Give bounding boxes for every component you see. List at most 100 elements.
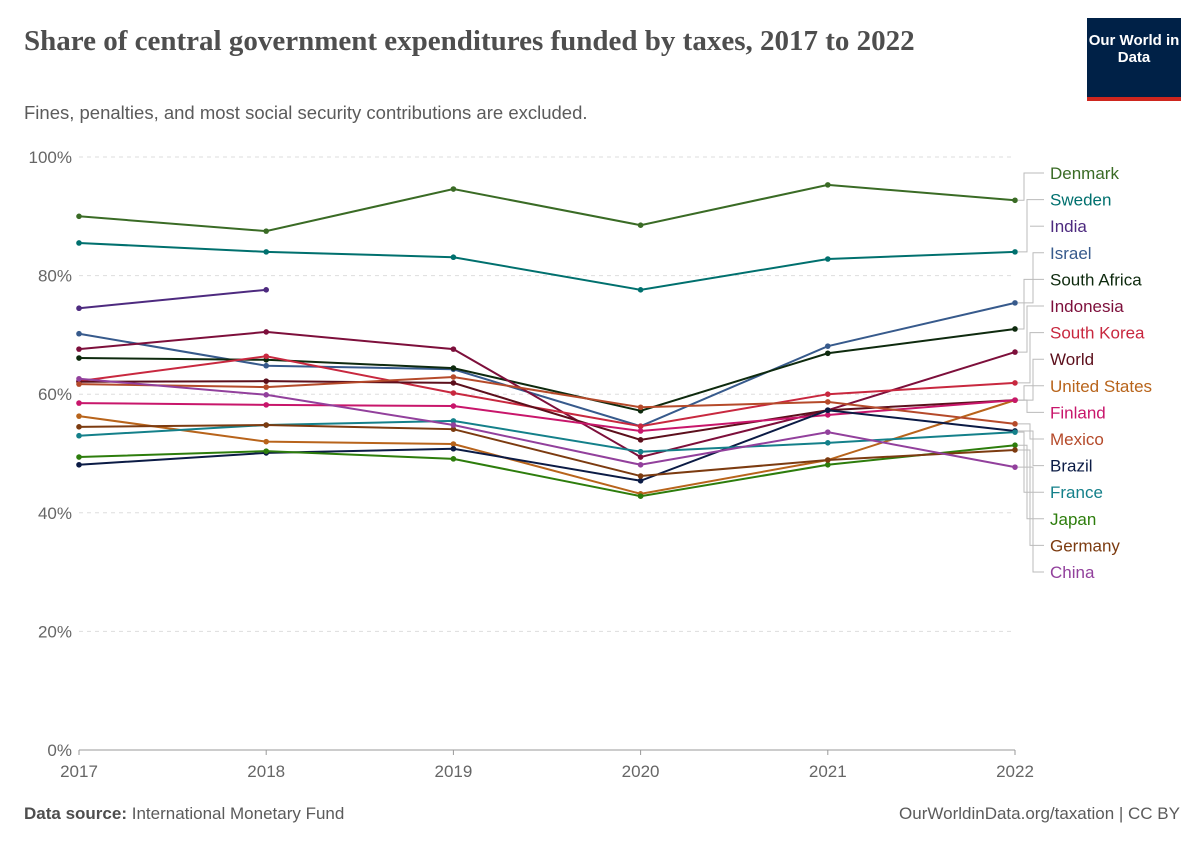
data-point bbox=[825, 350, 831, 357]
data-point bbox=[263, 228, 270, 234]
series-line-south-korea bbox=[78, 355, 1016, 428]
data-point bbox=[263, 438, 270, 445]
data-point bbox=[263, 287, 270, 293]
series-label: South Africa bbox=[1050, 270, 1142, 289]
y-tick-label: 20% bbox=[38, 622, 72, 641]
data-point bbox=[263, 249, 270, 255]
data-point bbox=[263, 329, 270, 335]
data-point bbox=[263, 422, 270, 428]
x-tick-label: 2020 bbox=[622, 762, 660, 781]
data-point bbox=[637, 493, 644, 499]
data-point bbox=[637, 428, 644, 434]
data-point bbox=[450, 426, 457, 432]
data-point bbox=[1012, 447, 1018, 453]
data-point bbox=[76, 461, 82, 468]
label-connector bbox=[1018, 399, 1044, 413]
series-label: World bbox=[1050, 350, 1094, 369]
data-point bbox=[76, 213, 82, 220]
data-point bbox=[637, 404, 644, 411]
data-point bbox=[637, 437, 644, 443]
data-point bbox=[450, 186, 457, 192]
series-line-world bbox=[78, 380, 1016, 441]
data-point bbox=[825, 461, 831, 468]
y-tick-label: 60% bbox=[38, 385, 72, 404]
data-point bbox=[1012, 300, 1018, 306]
logo-text: Our World in Data bbox=[1088, 32, 1180, 66]
data-point bbox=[450, 456, 457, 462]
data-point bbox=[450, 380, 457, 386]
label-connector bbox=[1018, 449, 1044, 546]
data-point bbox=[263, 362, 270, 369]
data-point bbox=[825, 399, 831, 405]
data-point bbox=[450, 422, 457, 428]
data-source: Data source: International Monetary Fund bbox=[24, 804, 344, 824]
data-point bbox=[76, 454, 82, 460]
data-point bbox=[637, 287, 644, 293]
data-point bbox=[263, 353, 270, 360]
label-connector bbox=[1018, 305, 1044, 353]
label-connector bbox=[1018, 199, 1044, 253]
data-point bbox=[450, 346, 457, 352]
data-point bbox=[637, 461, 644, 468]
data-point bbox=[1012, 397, 1018, 403]
label-connector bbox=[1018, 466, 1044, 573]
series-line-mexico bbox=[78, 375, 1016, 425]
data-point bbox=[637, 473, 644, 479]
data-point bbox=[637, 423, 644, 430]
data-point bbox=[450, 390, 457, 396]
series-line-brazil bbox=[78, 409, 1016, 482]
source-link[interactable]: OurWorldinData.org/taxation | CC BY bbox=[899, 804, 1180, 823]
x-tick-label: 2021 bbox=[809, 762, 847, 781]
series-label: Japan bbox=[1050, 510, 1096, 529]
series-label: Sweden bbox=[1050, 191, 1111, 210]
data-point bbox=[1012, 442, 1018, 448]
series-label: Finland bbox=[1050, 403, 1106, 422]
data-point bbox=[263, 384, 270, 390]
data-point bbox=[450, 441, 457, 447]
data-point bbox=[76, 330, 82, 337]
data-point bbox=[825, 343, 831, 349]
label-connector bbox=[1018, 172, 1044, 201]
data-point bbox=[76, 400, 82, 406]
series-label: Germany bbox=[1050, 536, 1120, 555]
data-point bbox=[76, 375, 82, 382]
series-line-france bbox=[78, 419, 1016, 453]
data-point bbox=[637, 448, 644, 455]
data-point bbox=[76, 305, 82, 312]
data-point bbox=[637, 222, 644, 228]
data-point bbox=[263, 402, 270, 408]
data-point bbox=[825, 407, 831, 414]
data-point bbox=[76, 346, 82, 352]
series-line-india bbox=[78, 288, 267, 310]
series-label: Israel bbox=[1050, 244, 1092, 263]
owid-logo[interactable]: Our World in Data bbox=[1087, 18, 1181, 101]
data-point bbox=[1012, 421, 1018, 427]
x-tick-label: 2018 bbox=[247, 762, 285, 781]
data-point bbox=[1012, 380, 1018, 386]
data-point bbox=[76, 355, 82, 361]
x-tick-label: 2019 bbox=[434, 762, 472, 781]
series-line-indonesia bbox=[78, 330, 1016, 459]
label-connector bbox=[1018, 444, 1044, 520]
chart-title: Share of central government expenditures… bbox=[24, 25, 915, 57]
series-label: India bbox=[1050, 217, 1087, 236]
data-point bbox=[825, 391, 831, 398]
data-point bbox=[825, 256, 831, 262]
label-connector bbox=[1018, 252, 1044, 304]
data-point bbox=[76, 413, 82, 419]
data-point bbox=[637, 454, 644, 460]
series-label: South Korea bbox=[1050, 324, 1145, 343]
y-tick-label: 80% bbox=[38, 267, 72, 286]
data-point bbox=[263, 448, 270, 454]
series-line-united-states bbox=[78, 399, 1016, 495]
data-point bbox=[450, 254, 457, 261]
data-point bbox=[450, 374, 457, 380]
data-point bbox=[825, 429, 831, 435]
data-point bbox=[1012, 429, 1018, 435]
data-point bbox=[76, 240, 82, 246]
x-tick-label: 2017 bbox=[60, 762, 98, 781]
data-point bbox=[1012, 349, 1018, 355]
data-point bbox=[1012, 326, 1018, 332]
